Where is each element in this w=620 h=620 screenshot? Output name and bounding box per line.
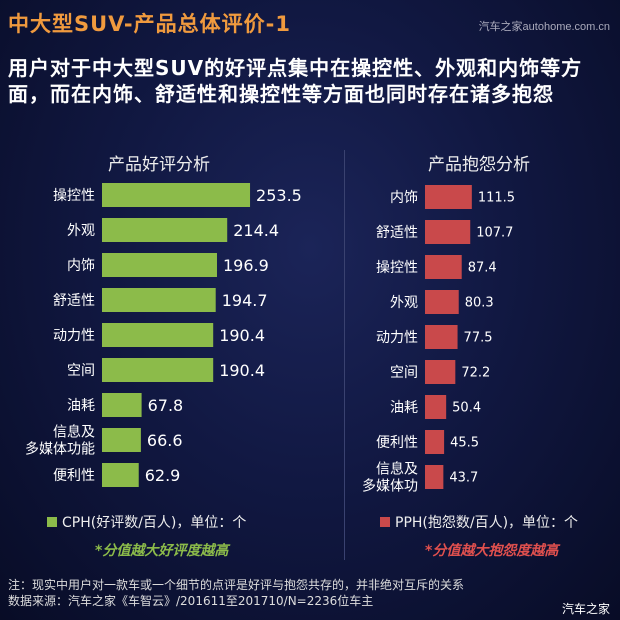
bar [425, 360, 456, 384]
category-label: 便利性 [376, 435, 418, 451]
legend-label: PPH(抱怨数/百人)，单位：个 [395, 515, 579, 531]
right-legend: PPH(抱怨数/百人)，单位：个 [380, 512, 578, 532]
left-legend: CPH(好评数/百人)，单位：个 [47, 512, 246, 532]
data-label: 190.4 [219, 361, 265, 380]
bar [102, 218, 228, 242]
data-label: 50.4 [452, 401, 481, 416]
category-label: 舒适性 [53, 293, 95, 309]
category-label: 舒适性 [376, 225, 418, 241]
category-label: 油耗 [67, 398, 95, 414]
footnote: 注：现实中用户对一款车或一个细节的点评是好评与抱怨共存的，并非绝对互斥的关系 数… [8, 577, 464, 609]
data-label: 67.8 [148, 396, 184, 415]
data-label: 66.6 [147, 431, 183, 450]
footnote-source: 数据来源：汽车之家《车智云》/201611至201710/N=2236位车主 [8, 594, 374, 608]
bar [425, 255, 462, 279]
category-label: 便利性 [53, 468, 95, 484]
divider [344, 150, 345, 560]
data-label: 253.5 [256, 186, 302, 205]
legend-swatch-negative [380, 517, 390, 527]
category-label: 多媒体功 [362, 478, 418, 495]
category-label: 内饰 [390, 190, 418, 206]
data-label: 72.2 [461, 366, 490, 381]
data-label: 45.5 [450, 436, 479, 451]
bar [425, 185, 472, 209]
category-label: 信息及 [376, 461, 418, 478]
bar [425, 325, 458, 349]
bar [425, 290, 459, 314]
bar [425, 465, 444, 489]
data-label: 43.7 [449, 471, 478, 486]
data-label: 77.5 [464, 331, 493, 346]
data-label: 194.7 [222, 291, 268, 310]
category-label: 空间 [390, 365, 418, 381]
bar [102, 323, 214, 347]
data-label: 190.4 [219, 326, 265, 345]
right-chart-title: 产品抱怨分析 [428, 155, 530, 175]
bar [102, 253, 217, 277]
category-label: 信息及 [53, 424, 95, 441]
category-label: 操控性 [376, 260, 418, 276]
data-label: 111.5 [478, 191, 515, 206]
data-label: 87.4 [468, 261, 497, 276]
left-note: *分值越大好评度越高 [95, 543, 229, 559]
category-label: 多媒体功能 [25, 441, 95, 458]
right-note: *分值越大抱怨度越高 [425, 543, 559, 559]
bar [102, 428, 141, 452]
left-chart-title: 产品好评分析 [108, 155, 210, 175]
legend-swatch-positive [47, 517, 57, 527]
data-label: 214.4 [233, 221, 279, 240]
watermark: 汽车之家 [561, 602, 610, 616]
data-label: 107.7 [476, 226, 513, 241]
data-label: 80.3 [465, 296, 494, 311]
category-label: 操控性 [53, 188, 95, 204]
bar [102, 183, 251, 207]
bar [102, 288, 216, 312]
subtitle: 用户对于中大型SUV的好评点集中在操控性、外观和内饰等方面，而在内饰、舒适性和操… [8, 56, 583, 106]
category-label: 动力性 [376, 330, 418, 346]
bar [102, 393, 142, 417]
category-label: 动力性 [53, 328, 95, 344]
brand-logo: 汽车之家autohome.com.cn [478, 21, 610, 33]
category-label: 外观 [67, 223, 95, 239]
bar [425, 220, 471, 244]
category-label: 内饰 [67, 258, 95, 274]
bar [102, 358, 214, 382]
category-label: 空间 [67, 363, 95, 379]
data-label: 62.9 [145, 466, 181, 485]
footnote-note: 注：现实中用户对一款车或一个细节的点评是好评与抱怨共存的，并非绝对互斥的关系 [8, 578, 465, 592]
bar [425, 430, 445, 454]
data-label: 196.9 [223, 256, 269, 275]
page-title: 中大型SUV-产品总体评价-1 [8, 12, 291, 36]
category-label: 外观 [390, 295, 418, 311]
category-label: 油耗 [390, 400, 418, 416]
bar [102, 463, 139, 487]
legend-label: CPH(好评数/百人)，单位：个 [62, 515, 247, 531]
bar [425, 395, 447, 419]
